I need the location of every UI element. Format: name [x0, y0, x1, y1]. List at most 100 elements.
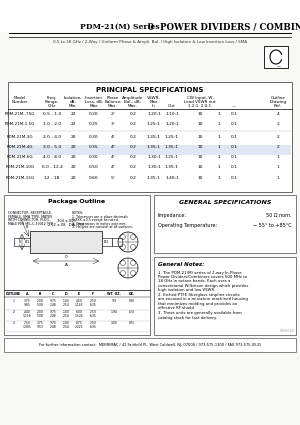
Text: VSWR,: VSWR,: [147, 96, 161, 100]
Text: 2: 2: [277, 145, 279, 150]
Text: Outline: Outline: [271, 96, 285, 100]
Text: (55): (55): [129, 310, 135, 314]
Text: 3.00: 3.00: [111, 321, 117, 325]
Text: conventional Wilkinson design which provides: conventional Wilkinson design which prov…: [158, 283, 248, 288]
Text: 1. Tolerances are ± place decimals: 1. Tolerances are ± place decimals: [72, 215, 128, 218]
Text: 3°: 3°: [110, 122, 116, 125]
Text: GENERAL SPECIFICATIONS: GENERAL SPECIFICATIONS: [179, 200, 271, 205]
Text: .250
.635: .250 .635: [90, 310, 96, 318]
Text: 2. Etched PTFE fiberglass stripline circuits: 2. Etched PTFE fiberglass stripline circ…: [158, 293, 240, 298]
Bar: [154, 195, 296, 253]
Text: .375
.965: .375 .965: [23, 299, 31, 307]
Text: 0.1: 0.1: [231, 122, 237, 125]
Text: 1: 1: [218, 165, 220, 170]
Text: Operating Temperature:: Operating Temperature:: [158, 223, 217, 228]
Text: are encased in a miniature machined housing: are encased in a miniature machined hous…: [158, 298, 248, 301]
Text: In: In: [152, 104, 156, 108]
Text: 4°: 4°: [110, 136, 116, 139]
Text: WITH CONNECTOR, PLUG,: WITH CONNECTOR, PLUG,: [8, 218, 50, 222]
Text: that minimizes molding and provides an: that minimizes molding and provides an: [158, 302, 237, 306]
Text: 0.25: 0.25: [89, 122, 99, 125]
Text: .250
.635: .250 .635: [90, 299, 96, 307]
Bar: [0, 0, 300, 32]
Text: 1: 1: [277, 176, 279, 179]
Text: 0.2: 0.2: [130, 165, 136, 170]
Text: Max.: Max.: [128, 104, 138, 108]
Text: Freq.: Freq.: [47, 96, 57, 100]
Text: 1.35:1: 1.35:1: [147, 176, 161, 179]
Text: B: B: [39, 292, 41, 296]
Text: − 55° to +85°C: − 55° to +85°C: [254, 223, 292, 228]
Text: 18 GHz in octave bands. Each uses a: 18 GHz in octave bands. Each uses a: [158, 279, 230, 283]
Text: .750
1.905: .750 1.905: [22, 321, 32, 329]
Text: 1.30:1: 1.30:1: [147, 165, 161, 170]
Text: 0.50: 0.50: [89, 165, 99, 170]
Text: 4: 4: [277, 111, 279, 116]
Text: 1: 1: [218, 111, 220, 116]
Text: 1.10:1: 1.10:1: [165, 111, 179, 116]
Text: Number: Number: [12, 100, 28, 104]
Text: ~: ~: [277, 64, 281, 69]
Text: .450
1.143: .450 1.143: [75, 299, 83, 307]
Text: Isolation,: Isolation,: [64, 96, 82, 100]
Text: 22: 22: [70, 111, 76, 116]
Text: For further information contact:  MERRIMAC / 41 Fairfield Pl., West Caldwell, NJ: For further information contact: MERRIMA…: [39, 343, 261, 347]
Text: 2. Dimensions in inches over mm.: 2. Dimensions in inches over mm.: [72, 221, 127, 226]
Text: OUTLINE: OUTLINE: [6, 292, 22, 296]
Text: 10: 10: [197, 145, 203, 150]
Text: .250
.635: .250 .635: [90, 321, 96, 329]
Text: General Notes:: General Notes:: [158, 262, 204, 267]
Text: 1: 1: [13, 299, 15, 303]
Text: 1: 1: [218, 176, 220, 179]
Text: 1.25:1: 1.25:1: [165, 156, 179, 159]
Text: .975
.248: .975 .248: [50, 321, 56, 329]
Text: PDM-21M-.75G: PDM-21M-.75G: [5, 111, 35, 116]
Text: 10: 10: [197, 122, 203, 125]
Text: 0.5 to 18 GHz / 2-Way / Uniform Phase & Ampli. Bal. / High Isolation & Low Inser: 0.5 to 18 GHz / 2-Way / Uniform Phase & …: [53, 40, 247, 44]
Text: 20: 20: [70, 136, 76, 139]
Text: 1.40:1: 1.40:1: [165, 176, 179, 179]
Text: 1000028: 1000028: [279, 329, 294, 333]
Text: Max.: Max.: [89, 104, 99, 108]
Text: 0  POWER DIVIDERS / COMBINERS: 0 POWER DIVIDERS / COMBINERS: [148, 22, 300, 31]
Text: .100
.254: .100 .254: [63, 321, 69, 329]
Text: 4°: 4°: [110, 165, 116, 170]
Text: 1: 1: [277, 156, 279, 159]
Text: 0.1: 0.1: [231, 156, 237, 159]
Text: catalog stock for fast delivery.: catalog stock for fast delivery.: [158, 316, 217, 320]
Text: 1.35:1: 1.35:1: [165, 145, 179, 150]
Text: Loss, dB,: Loss, dB,: [85, 100, 103, 104]
Text: Min.: Min.: [69, 104, 77, 108]
Text: Bal., dB,: Bal., dB,: [124, 100, 142, 104]
Text: Phase: Phase: [107, 96, 119, 100]
Text: B/2: B/2: [24, 240, 30, 244]
Text: .100
.254: .100 .254: [63, 310, 69, 318]
Text: A: A: [64, 263, 68, 267]
Text: OZ.: OZ.: [129, 292, 135, 296]
Text: PDM-21(M) Series: PDM-21(M) Series: [80, 23, 160, 31]
Text: 10: 10: [197, 165, 203, 170]
Text: 0.2: 0.2: [130, 156, 136, 159]
Text: 0.30: 0.30: [89, 136, 99, 139]
Text: .975
.248: .975 .248: [50, 310, 56, 318]
Text: Impedance:: Impedance:: [158, 213, 187, 218]
Text: GHz: GHz: [48, 104, 56, 108]
Bar: [30, 231, 102, 253]
Bar: [8, 82, 292, 192]
Bar: [102, 238, 112, 246]
Text: 2: 2: [13, 310, 15, 314]
Text: Drawing: Drawing: [269, 100, 286, 104]
Text: .875
2.223: .875 2.223: [75, 321, 83, 329]
Text: 1.30:1: 1.30:1: [147, 156, 161, 159]
Text: PDM-21M-1.5G: PDM-21M-1.5G: [5, 122, 35, 125]
Text: 2.62 ±.08   DIA. TYP: 2.62 ±.08 DIA. TYP: [48, 223, 84, 227]
Text: E: E: [19, 240, 21, 244]
Text: 2: 2: [277, 122, 279, 125]
Text: 50 Ω nom.: 50 Ω nom.: [266, 213, 292, 218]
Text: Package Outline: Package Outline: [48, 199, 106, 204]
Text: 0.2: 0.2: [130, 136, 136, 139]
Text: 4: 4: [13, 321, 15, 325]
Text: .200
.508: .200 .508: [37, 310, 44, 318]
Text: 0.5 - 1.0: 0.5 - 1.0: [43, 111, 61, 116]
Text: 5°: 5°: [110, 176, 116, 179]
